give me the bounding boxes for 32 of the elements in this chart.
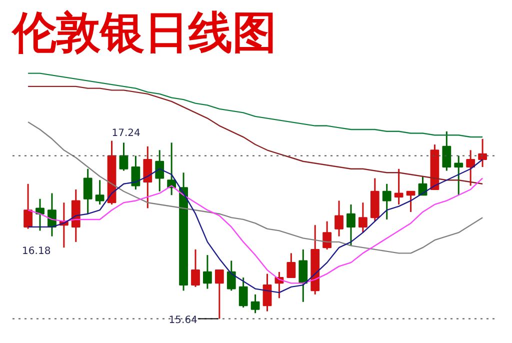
candlestick xyxy=(238,276,248,308)
annotation: 16.18 xyxy=(22,246,51,258)
annotation: 17.24 xyxy=(112,128,140,139)
candlestick xyxy=(83,168,92,215)
candlestick xyxy=(95,179,104,206)
candlestick xyxy=(286,252,296,278)
candlestick xyxy=(358,202,368,234)
candlestick xyxy=(406,190,416,213)
chart-title: 伦敦银日线图 xyxy=(10,8,276,58)
candlestick xyxy=(382,183,392,220)
candlestick xyxy=(262,273,272,312)
candlestick xyxy=(394,168,404,206)
candlestick xyxy=(131,155,140,190)
candlestick xyxy=(250,294,260,314)
candlestick xyxy=(203,254,212,290)
candlestick xyxy=(298,248,308,303)
candlestick xyxy=(24,183,32,230)
annotation: 15.64 xyxy=(168,314,198,326)
candlestick xyxy=(466,149,476,186)
candlestick xyxy=(191,248,200,288)
candlestick xyxy=(155,149,164,192)
candlestick xyxy=(454,155,464,196)
candlestick xyxy=(226,260,236,292)
candlestick xyxy=(478,138,487,168)
candlestick xyxy=(322,220,332,250)
candlestick xyxy=(214,269,224,320)
candlestick xyxy=(442,130,452,172)
candlestick xyxy=(119,142,128,172)
candlestick xyxy=(334,200,344,238)
candlestick xyxy=(143,146,152,209)
candlestick xyxy=(346,204,356,246)
candlestick xyxy=(36,198,44,232)
